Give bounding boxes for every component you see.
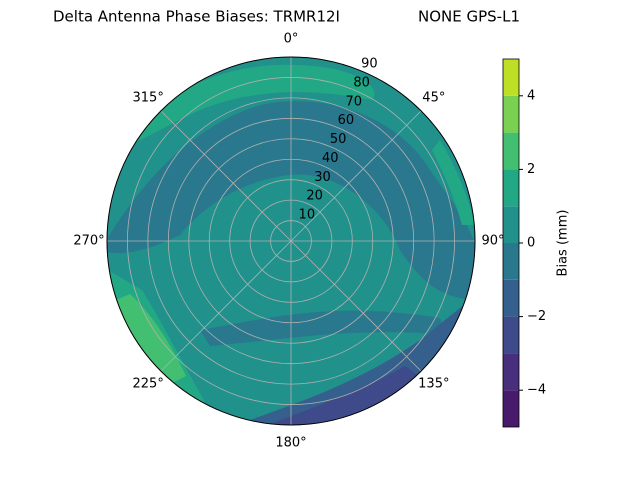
colorbar-band [503,390,519,427]
r-tick-label: 10 [299,208,316,223]
contour-region [432,140,475,225]
colorbar-tick-label: 0 [527,236,535,251]
theta-tick-label: 45° [422,91,445,106]
colorbar-tick-label: −2 [527,309,546,324]
contour-region [136,64,375,142]
theta-tick-label: 135° [418,376,449,391]
colorbar-band [503,95,519,133]
colorbar-label: Bias (mm) [556,210,571,277]
chart-subtitle: NONE GPS-L1 [418,8,520,26]
contour-region [116,294,186,384]
contour-region [200,310,446,346]
colorbar-tick-label: 4 [527,88,535,103]
r-tick-label: 70 [345,94,362,109]
angular-grid-line [290,110,422,242]
colorbar-band [503,353,519,391]
theta-tick-label: 270° [73,234,104,249]
colorbar-band [503,206,519,243]
colorbar-band [503,279,519,317]
polar-frame [106,56,476,426]
colorbar-tick-label: 2 [527,162,535,177]
colorbar-band [503,316,519,354]
theta-tick-label: 180° [275,436,306,451]
colorbar-band [503,169,519,207]
contour-region [107,101,475,300]
chart-title: Delta Antenna Phase Biases: TRMR12I [53,8,340,26]
r-tick-label: 30 [314,170,331,185]
colorbar-band [503,132,519,170]
r-tick-label: 60 [338,113,355,128]
r-tick-label: 90 [361,57,378,72]
theta-tick-label: 315° [133,91,164,106]
theta-tick-label: 0° [284,32,299,47]
r-tick-label: 40 [322,151,339,166]
r-tick-label: 50 [330,132,347,147]
angular-grid-line [160,240,292,372]
colorbar-band [503,243,519,280]
angular-grid-line [290,240,422,372]
angular-grid-line [160,110,292,242]
r-tick-label: 20 [306,189,323,204]
colorbar-tick-label: −4 [527,383,546,398]
theta-tick-label: 90° [481,234,504,249]
colorbar-band [503,59,519,96]
r-tick-label: 80 [353,75,370,90]
theta-tick-label: 225° [133,376,164,391]
